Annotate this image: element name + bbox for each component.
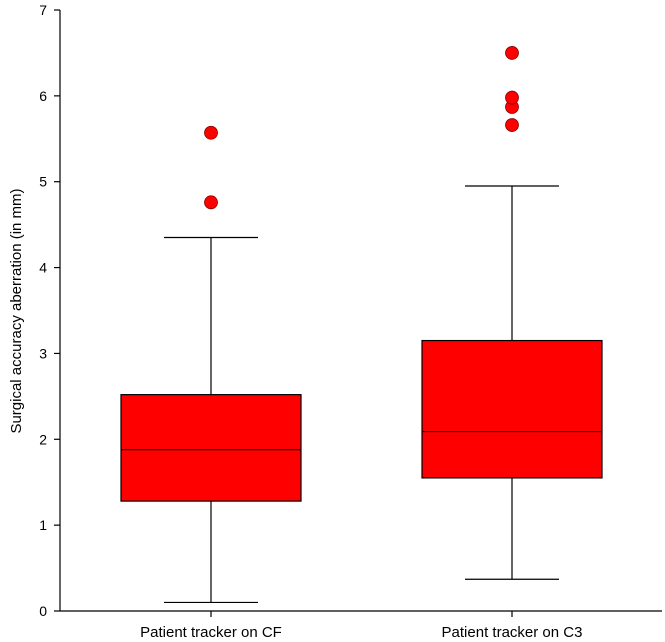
y-tick-label-1: 1 <box>39 517 47 533</box>
x-tick-label-2: Patient tracker on C3 <box>442 624 583 641</box>
x-tick-label-1: Patient tracker on CF <box>140 624 282 641</box>
y-axis: 0 1 2 3 4 5 6 7 <box>39 2 61 619</box>
outlier-point-1 <box>505 118 519 132</box>
y-tick-label-0: 0 <box>39 603 47 619</box>
y-tick-label-2: 2 <box>39 431 47 447</box>
iqr-box <box>120 394 302 502</box>
outlier-point-4 <box>505 46 519 60</box>
box-group-2 <box>421 46 603 580</box>
outlier-point-3 <box>505 90 519 105</box>
y-ticks: 0 1 2 3 4 5 6 7 <box>39 2 60 619</box>
boxes <box>120 46 603 604</box>
y-axis-label: Surgical accuracy aberration (in mm) <box>8 188 25 433</box>
outlier-point-1 <box>204 195 218 210</box>
x-ticks: Patient tracker on CF Patient tracker on … <box>140 611 582 641</box>
y-tick-label-6: 6 <box>39 88 47 104</box>
iqr-box <box>421 339 603 479</box>
y-tick-label-4: 4 <box>39 260 47 276</box>
box-group-1 <box>120 125 302 604</box>
y-tick-label-7: 7 <box>39 2 47 18</box>
outlier-point-2 <box>204 125 218 140</box>
y-tick-label-5: 5 <box>39 174 47 190</box>
x-axis: Patient tracker on CF Patient tracker on … <box>60 610 662 641</box>
y-tick-label-3: 3 <box>39 345 47 361</box>
